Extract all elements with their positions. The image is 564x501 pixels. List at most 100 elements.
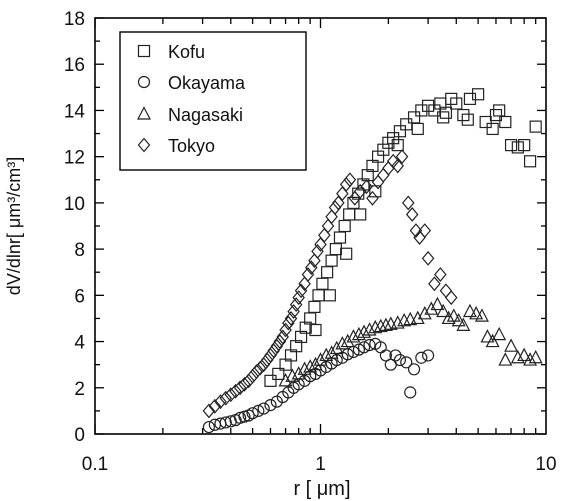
data-point-okayama	[202, 420, 216, 434]
data-point-kofu	[264, 374, 277, 387]
data-point-kofu	[325, 254, 338, 267]
data-point-nagasaki	[510, 349, 525, 364]
data-point-tokyo	[260, 352, 274, 368]
data-point-tokyo	[318, 227, 331, 243]
data-point-kofu	[312, 289, 325, 302]
data-point-nagasaki	[303, 359, 318, 373]
ticks	[94, 17, 546, 435]
data-point-okayama	[389, 349, 402, 362]
data-point-tokyo	[377, 167, 390, 183]
data-point-nagasaki	[285, 368, 300, 382]
data-point-nagasaki	[410, 310, 425, 325]
data-point-nagasaki	[362, 322, 377, 336]
data-point-okayama	[404, 386, 417, 399]
data-point-tokyo	[229, 383, 242, 399]
data-point-tokyo	[428, 276, 441, 292]
data-point-tokyo	[444, 290, 458, 306]
data-point-nagasaki	[335, 336, 350, 350]
data-point-nagasaki	[474, 308, 489, 322]
data-point-okayama	[357, 341, 371, 354]
legend-label-kofu: Kofu	[168, 42, 205, 62]
data-point-kofu	[529, 120, 542, 133]
legend-marker-okayama	[137, 75, 151, 89]
data-point-tokyo	[325, 209, 338, 225]
data-point-tokyo	[421, 250, 435, 266]
x-axis-label: r [ μm]	[293, 478, 350, 500]
data-point-kofu	[421, 99, 435, 112]
data-point-tokyo	[202, 403, 216, 419]
data-points	[202, 88, 543, 434]
data-point-nagasaki	[492, 326, 507, 341]
data-point-kofu	[299, 321, 312, 334]
legend-label-okayama: Okayama	[168, 73, 246, 93]
data-point-kofu	[504, 139, 518, 152]
data-point-kofu	[323, 289, 336, 302]
data-point-nagasaki	[485, 333, 500, 348]
data-point-nagasaki	[456, 317, 471, 331]
data-point-tokyo	[282, 315, 295, 331]
data-point-okayama	[304, 370, 317, 383]
data-point-nagasaki	[291, 366, 306, 380]
data-point-kofu	[347, 196, 360, 209]
data-point-kofu	[329, 243, 342, 256]
data-point-kofu	[400, 118, 413, 131]
data-point-kofu	[415, 104, 428, 117]
data-point-nagasaki	[297, 361, 312, 375]
data-point-kofu	[489, 108, 503, 122]
y-tick-label: 18	[64, 9, 85, 30]
data-point-nagasaki	[430, 296, 445, 311]
data-point-kofu	[316, 277, 329, 290]
data-point-nagasaki	[469, 306, 484, 320]
data-point-nagasaki	[446, 308, 461, 322]
data-point-nagasaki	[451, 312, 466, 327]
legend-label-tokyo: Tokyo	[168, 136, 215, 156]
data-point-kofu	[407, 111, 421, 124]
data-point-kofu	[272, 367, 285, 381]
data-point-tokyo	[250, 364, 263, 380]
data-point-nagasaki	[436, 303, 451, 318]
data-point-nagasaki	[340, 333, 355, 348]
legend-marker-kofu	[137, 44, 151, 58]
tick-labels: 0 2 4 6 8 10 12 14 16 18 0.1 1 10	[64, 9, 557, 475]
data-point-nagasaki	[278, 373, 293, 387]
data-point-tokyo	[233, 380, 247, 396]
data-point-tokyo	[257, 357, 271, 373]
y-tick-label: 8	[74, 240, 85, 261]
data-point-kofu	[354, 208, 367, 221]
data-point-okayama	[407, 363, 421, 376]
data-point-nagasaki	[403, 311, 418, 326]
y-tick-label: 14	[64, 101, 86, 122]
data-point-tokyo	[208, 398, 222, 414]
data-point-okayama	[379, 349, 393, 362]
data-point-nagasaki	[329, 340, 344, 355]
data-point-tokyo	[287, 304, 300, 319]
data-point-tokyo	[405, 207, 419, 222]
data-point-kofu	[338, 219, 351, 233]
data-point-kofu	[340, 247, 353, 260]
x-tick-label: 0.1	[82, 454, 108, 475]
data-point-nagasaki	[523, 352, 538, 366]
data-point-nagasaki	[517, 347, 532, 362]
data-point-nagasaki	[357, 324, 372, 338]
data-point-tokyo	[321, 218, 335, 234]
data-point-tokyo	[366, 190, 379, 206]
data-point-nagasaki	[462, 303, 477, 318]
data-point-nagasaki	[346, 329, 361, 343]
data-point-tokyo	[332, 195, 345, 211]
data-point-kofu	[308, 300, 321, 313]
data-point-okayama	[257, 402, 270, 415]
data-point-kofu	[437, 111, 450, 124]
data-point-tokyo	[242, 373, 255, 389]
data-point-okayama	[233, 411, 247, 424]
data-point-nagasaki	[417, 306, 432, 320]
data-point-tokyo	[343, 172, 357, 188]
data-point-nagasaki	[504, 338, 519, 352]
data-point-tokyo	[246, 368, 259, 384]
data-point-nagasaki	[528, 349, 543, 364]
data-point-tokyo	[219, 390, 233, 406]
data-point-tokyo	[292, 290, 305, 306]
data-point-nagasaki	[441, 310, 456, 325]
data-point-tokyo	[395, 149, 409, 165]
data-point-tokyo	[289, 297, 303, 313]
data-point-tokyo	[238, 376, 251, 392]
